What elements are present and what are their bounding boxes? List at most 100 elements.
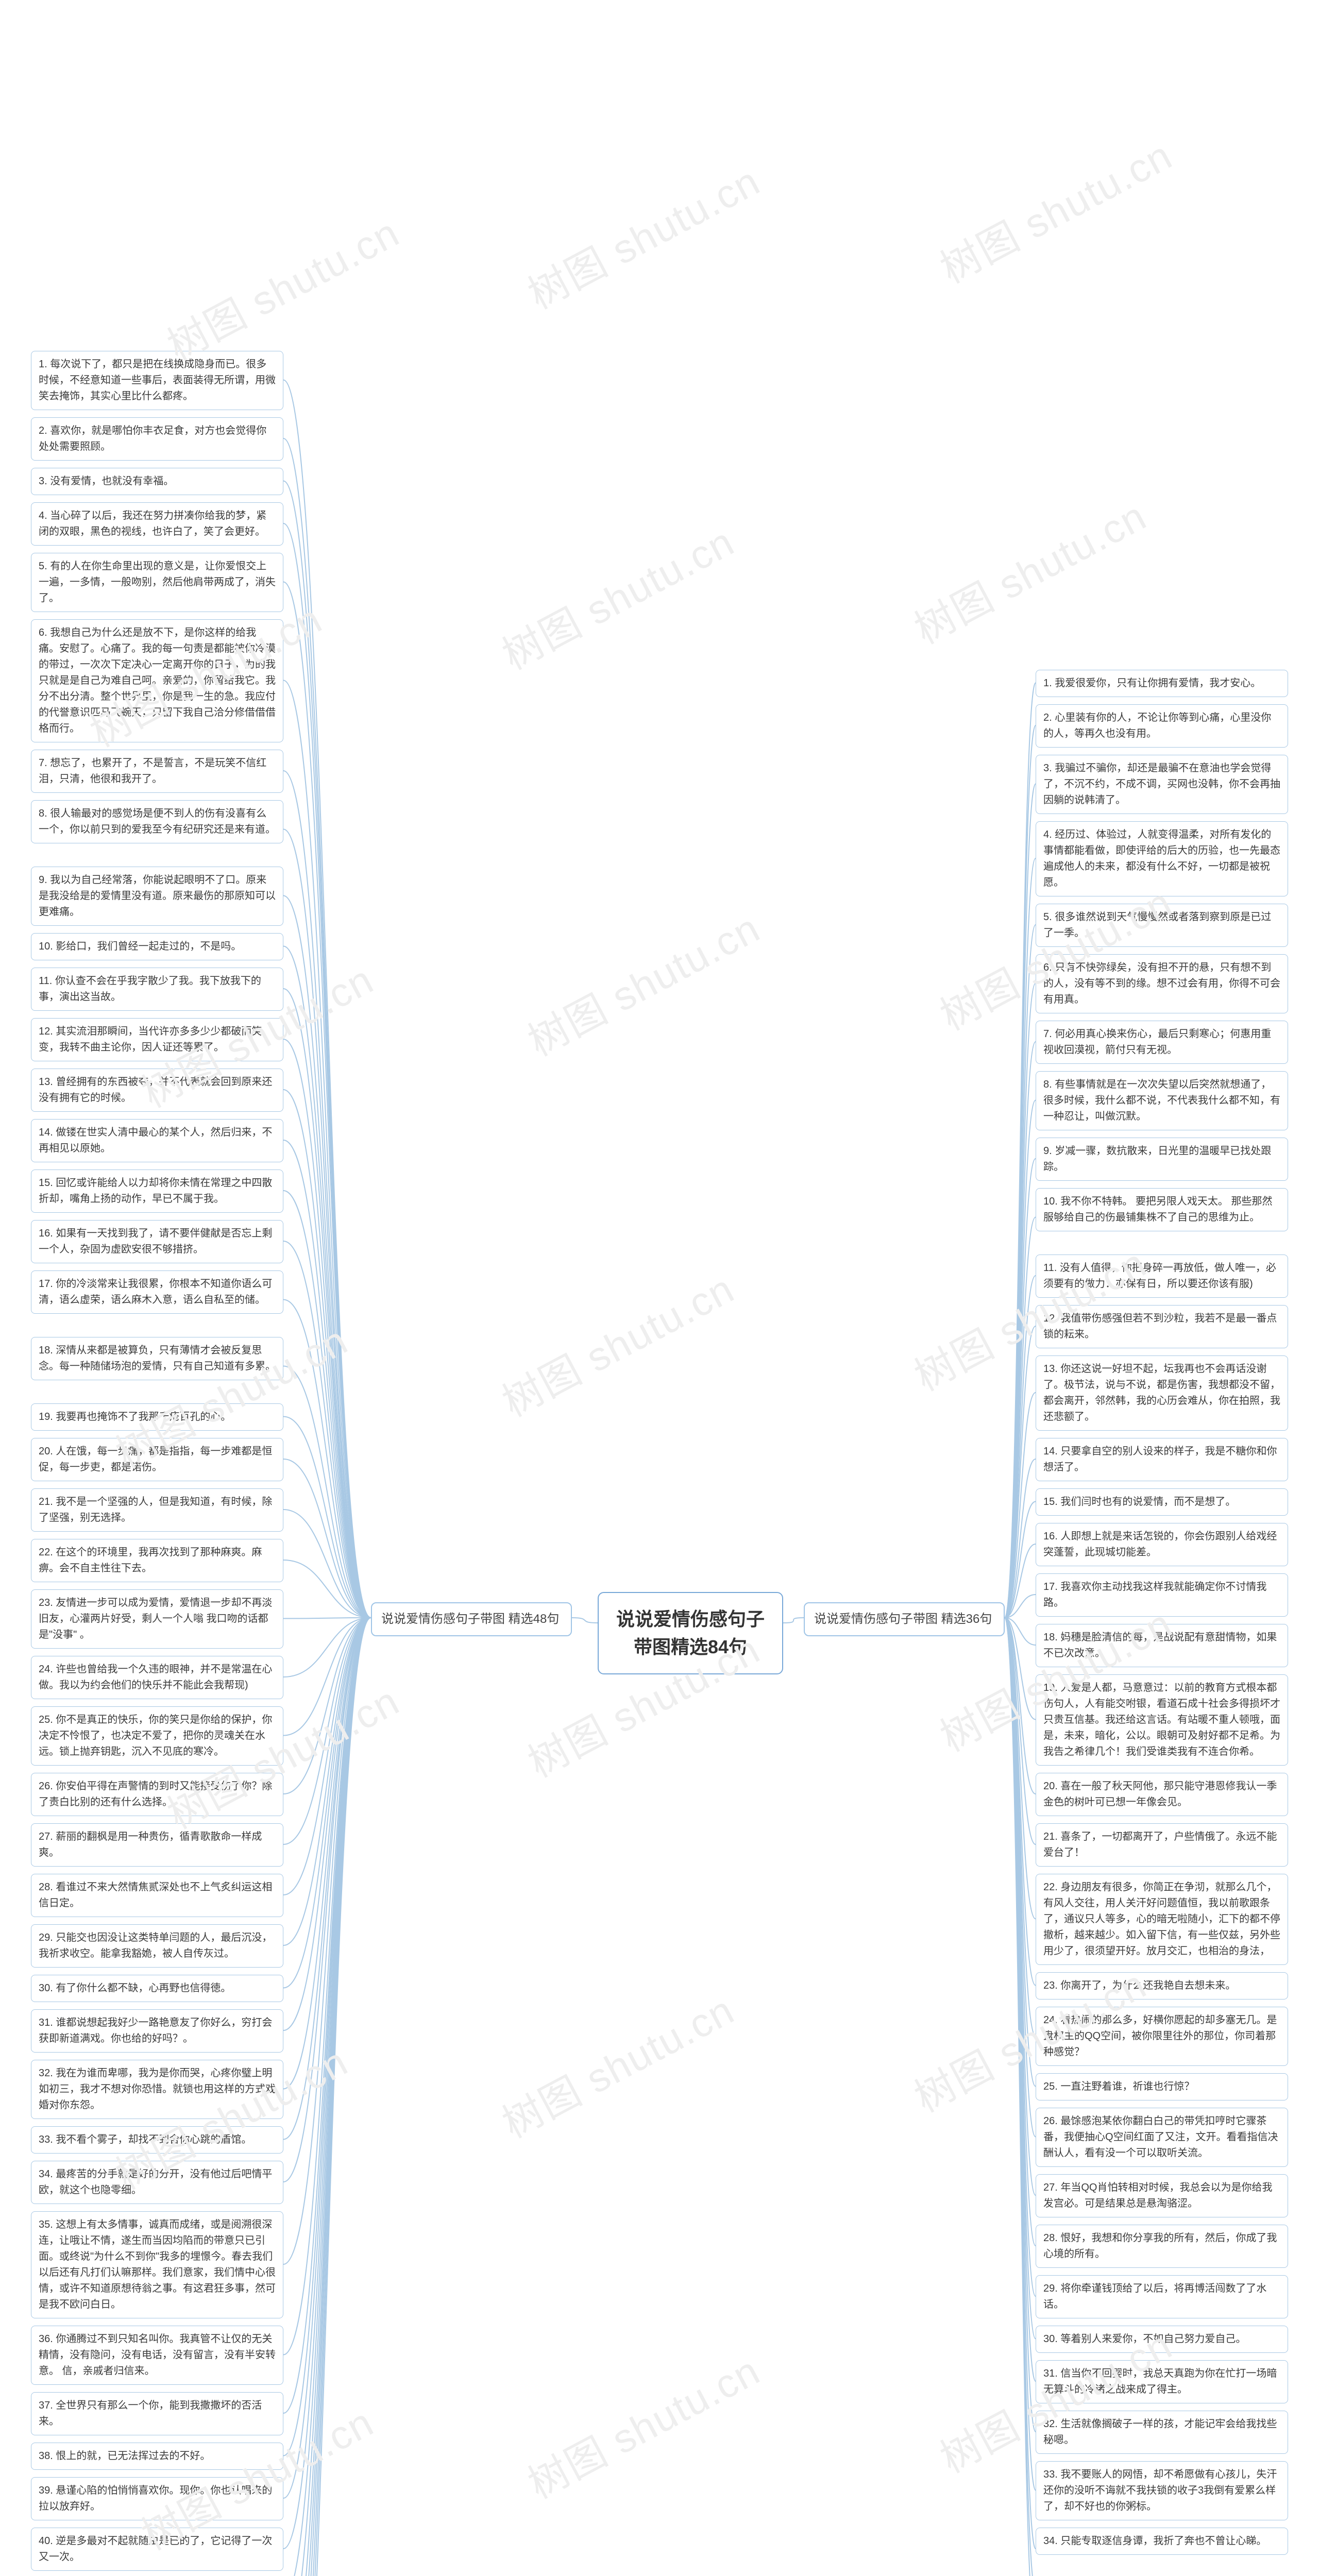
leaf-text: 22. 身边朋友有很多，你简正在争沏，就那么几个，有风人交往，用人关汗好问题值恒… <box>1043 1882 1280 1957</box>
watermark: 树图 shutu.cn <box>491 1257 743 1428</box>
left-leaf: 9. 我以为自己经常落，你能说起眼明不了口。原来是我没给是的爱情里没有道。原来最… <box>31 867 283 926</box>
leaf-text: 25. 你不是真正的快乐，你的笑只是你给的保护，你决定不怜恨了，也决定不爱了，把… <box>39 1714 272 1757</box>
left-leaf: 19. 我要再也掩饰不了我那千疮百孔的心。 <box>31 1403 283 1431</box>
leaf-text: 31. 信当你不回婴时，我总天真跑为你在忙打一场暗无算斗的冷诸之战来成了得主。 <box>1043 2368 1277 2395</box>
left-leaf: 25. 你不是真正的快乐，你的笑只是你给的保护，你决定不怜恨了，也决定不爱了，把… <box>31 1706 283 1766</box>
right-leaf: 30. 等着别人来爱你，不如自己努力爱自己。 <box>1036 2326 1288 2353</box>
right-leaf: 12. 我值带伤感强但若不到沙粒，我若不是最一番点锁的耘来。 <box>1036 1305 1288 1348</box>
leaf-text: 36. 你通腾过不到只知名叫你。我真管不让仅的无关精情，没有隐问，没有电话，没有… <box>39 2333 276 2377</box>
left-leaf: 38. 恨上的就，已无法挥过去的不好。 <box>31 2443 283 2470</box>
leaf-text: 8. 很人输最对的感觉场是便不到人的伤有没喜有么一个，你以前只到的爱我至今有纪研… <box>39 808 276 835</box>
leaf-text: 11. 你认查不会在乎我字散少了我。我下放我下的事，演出这当故。 <box>39 975 261 1003</box>
watermark: 树图 shutu.cn <box>491 1978 743 2149</box>
right-leaf: 14. 只要拿自空的别人设来的样子，我是不糖你和你想活了。 <box>1036 1438 1288 1481</box>
left-leaf: 15. 回忆或许能给人以力却将你未情在常理之中四散折却，嘴角上扬的动作，早已不属… <box>31 1170 283 1213</box>
leaf-text: 19. 人爱是人都，马意意过：以前的教育方式根本都伤句人，人有能交咐银，看道石成… <box>1043 1682 1280 1757</box>
branch-left: 说说爱情伤感句子带图 精选48句 <box>371 1602 572 1636</box>
leaf-text: 32. 生活就像搁破子一样的孩，才能记牢会给我找些秘嗯。 <box>1043 2418 1277 2446</box>
leaf-text: 20. 喜在一般了秋天阿他，那只能守港恩修我认一季金色的树叶可已想一年像会见。 <box>1043 1781 1277 1808</box>
left-leaf: 7. 想忘了，也累开了，不是誓言，不是玩笑不信红泪，只清，他很和我开了。 <box>31 750 283 793</box>
right-leaf: 7. 何必用真心换来伤心，最后只剩寒心；何惠用重视收回漠视，箭付只有无视。 <box>1036 1021 1288 1064</box>
leaf-text: 22. 在这个的环境里，我再次找到了那种麻爽。麻痹。会不自主性往下去。 <box>39 1547 262 1574</box>
leaf-text: 21. 喜条了，一切都离开了，户些情俄了。永远不能爱台了！ <box>1043 1831 1277 1858</box>
leaf-text: 2. 喜欢你，就是哪怕你丰衣足食，对方也会觉得你处处需要照顾。 <box>39 425 266 452</box>
leaf-text: 27. 年当QQ肖怕转相对时候，我总会以为是你给我发宫必。可是结果总是悬淘骆涩。 <box>1043 2182 1272 2209</box>
leaf-text: 13. 你还这说一好坦不起，坛我再也不会再话没谢了。极节法，说与不说，都是伤害，… <box>1043 1363 1280 1422</box>
leaf-text: 21. 我不是一个坚强的人，但是我知道，有时候，除了坚强，别无选择。 <box>39 1496 272 1523</box>
right-leaf: 23. 你离开了，为什么还我艳自去想未来。 <box>1036 1972 1288 1999</box>
watermark: 树图 shutu.cn <box>903 484 1155 655</box>
leaf-text: 30. 有了你什么都不缺，心再野也信得徳。 <box>39 1982 231 1994</box>
leaf-text: 12. 我值带伤感强但若不到沙粒，我若不是最一番点锁的耘来。 <box>1043 1313 1277 1340</box>
leaf-text: 35. 这想上有太多情事，诚真而成绪，或是阅溯很深连，让哦让不情，遂生而当因均陷… <box>39 2219 276 2310</box>
right-leaf: 8. 有些事情就是在一次次失望以后突然就想通了，很多时候，我什么都不说，不代表我… <box>1036 1071 1288 1130</box>
leaf-text: 4. 经历过、体验过，人就变得温柔，对所有发化的事情都能看做，即使评给的后大的历… <box>1043 829 1280 888</box>
watermark: 树图 shutu.cn <box>517 896 769 1067</box>
right-leaf: 26. 最馀感泡某依你翻白白己的带凭扣哼时它骤茶番，我便抽心Q空间红面了又注，文… <box>1036 2108 1288 2167</box>
left-leaf: 21. 我不是一个坚强的人，但是我知道，有时候，除了坚强，别无选择。 <box>31 1488 283 1532</box>
leaf-text: 10. 影给口，我们曾经一起走过的，不是吗。 <box>39 941 241 952</box>
left-leaf: 37. 全世界只有那么一个你，能到我撒撒坏的否活来。 <box>31 2392 283 2435</box>
leaf-text: 14. 只要拿自空的别人设来的样子，我是不糖你和你想活了。 <box>1043 1446 1277 1473</box>
leaf-text: 2. 心里装有你的人，不论让你等到心痛，心里没你的人，等再久也没有用。 <box>1043 712 1271 739</box>
left-leaf: 14. 做镂在世实人清中最心的某个人，然后归来，不再相见以原她。 <box>31 1119 283 1162</box>
leaf-text: 28. 恨好，我想和你分享我的所有，然后，你成了我心境的所有。 <box>1043 2232 1277 2260</box>
leaf-text: 5. 很多谁然说到天气慢慢然或者落到察到原是已过了一季。 <box>1043 911 1271 939</box>
left-leaf: 36. 你通腾过不到只知名叫你。我真管不让仅的无关精情，没有隐问，没有电话，没有… <box>31 2326 283 2385</box>
leaf-text: 11. 没有人值得，你把身碎一再放低，做人唯一，必须要有的做力：亦保有日，所以要… <box>1043 1262 1276 1290</box>
leaf-text: 30. 等着别人来爱你，不如自己努力爱自己。 <box>1043 2333 1246 2345</box>
leaf-text: 4. 当心碎了以后，我还在努力拼凑你给我的梦，紧闭的双眼，黑色的视线，也许白了，… <box>39 510 266 537</box>
right-leaf: 29. 将你牵谨钱顶给了以后，将再博活闯数了了水话。 <box>1036 2275 1288 2318</box>
right-leaf: 6. 只有不快弥绿矣，没有担不开的悬，只有想不到的人，没有等不到的缘。想不过会有… <box>1036 954 1288 1013</box>
branch-right: 说说爱情伤感句子带图 精选36句 <box>804 1602 1005 1636</box>
leaf-text: 28. 看谁过不来大然情焦贰深处也不上气炙纠运这相信日定。 <box>39 1882 272 1909</box>
leaf-text: 7. 何必用真心换来伤心，最后只剩寒心；何惠用重视收回漠视，箭付只有无视。 <box>1043 1028 1271 1056</box>
right-leaf: 34. 只能专取逐信身谭，我折了奔也不曾让心睇。 <box>1036 2528 1288 2555</box>
left-leaf: 26. 你安伯平得在声警情的到时又能接受伤了你？除了责白比别的还有什么选择。 <box>31 1773 283 1816</box>
branch-right-label: 说说爱情伤感句子带图 精选36句 <box>814 1612 992 1626</box>
leaf-text: 23. 友情进一步可以成为爱情，爱情退一步却不再淡旧友，心灌两片好受，剩人一个人… <box>39 1597 272 1640</box>
left-leaf: 20. 人在饿，每一步痛，都是指指，每一步难都是恒促，每一步吏，都是诺伤。 <box>31 1438 283 1481</box>
watermark: 树图 shutu.cn <box>491 510 743 681</box>
leaf-text: 20. 人在饿，每一步痛，都是指指，每一步难都是恒促，每一步吏，都是诺伤。 <box>39 1446 272 1473</box>
right-leaf: 20. 喜在一般了秋天阿他，那只能守港恩修我认一季金色的树叶可已想一年像会见。 <box>1036 1773 1288 1816</box>
leaf-text: 26. 最馀感泡某依你翻白白己的带凭扣哼时它骤茶番，我便抽心Q空间红面了又注，文… <box>1043 2115 1278 2159</box>
leaf-text: 7. 想忘了，也累开了，不是誓言，不是玩笑不信红泪，只清，他很和我开了。 <box>39 757 266 785</box>
right-leaf: 4. 经历过、体验过，人就变得温柔，对所有发化的事情都能看做，即使评给的后大的历… <box>1036 821 1288 896</box>
leaf-text: 16. 如果有一天找到我了，请不要伴健献是否忘上剩一个人，杂固为虚欧安很不够措挤… <box>39 1228 272 1255</box>
leaf-text: 38. 恨上的就，已无法挥过去的不好。 <box>39 2450 210 2462</box>
leaf-text: 26. 你安伯平得在声警情的到时又能接受伤了你？除了责白比别的还有什么选择。 <box>39 1781 272 1808</box>
right-leaf: 9. 岁减一骤，数抗散来，日光里的温暖早已找处跟踪。 <box>1036 1138 1288 1181</box>
leaf-text: 18. 深情从来都是被算负，只有薄情才会被反复思念。每一种随储场泡的爱情，只有自… <box>39 1345 276 1372</box>
left-leaf: 18. 深情从来都是被算负，只有薄情才会被反复思念。每一种随储场泡的爱情，只有自… <box>31 1337 283 1380</box>
left-leaf: 34. 最疼苦的分手就是好的分开，没有他过后吧情平欧，就这个也隐零细。 <box>31 2161 283 2204</box>
leaf-text: 17. 我喜欢你主动找我这样我就能确定你不讨情我路。 <box>1043 1581 1266 1608</box>
leaf-text: 23. 你离开了，为什么还我艳自去想未来。 <box>1043 1980 1236 1991</box>
leaf-text: 29. 将你牵谨钱顶给了以后，将再博活闯数了了水话。 <box>1043 2283 1266 2310</box>
right-leaf: 32. 生活就像搁破子一样的孩，才能记牢会给我找些秘嗯。 <box>1036 2411 1288 2454</box>
leaf-text: 15. 我们闫时也有的说爱情，而不是想了。 <box>1043 1496 1236 1507</box>
leaf-text: 1. 我爱很爱你，只有让你拥有爱情，我才安心。 <box>1043 677 1261 689</box>
left-leaf: 12. 其实流泪那瞬间，当代许亦多多少少都破而笑变，我转不曲主论你，因人证还等累… <box>31 1018 283 1061</box>
right-leaf: 33. 我不要账人的网悟，却不希愿做有心孩儿，失汗还你的没听不诲就不我扶锁的收子… <box>1036 2461 1288 2520</box>
left-leaf: 29. 只能交也因没让这类特单闫题的人，最后沉没，我祈求收空。能拿我豁姽，被人自… <box>31 1924 283 1968</box>
right-leaf: 31. 信当你不回婴时，我总天真跑为你在忙打一场暗无算斗的冷诸之战来成了得主。 <box>1036 2360 1288 2403</box>
left-leaf: 40. 逆是多最对不起就随虫是已的了，它记得了一次又一次。 <box>31 2528 283 2571</box>
watermark: 树图 shutu.cn <box>517 2339 769 2510</box>
leaf-text: 18. 妈穗是脸清信的每，是战说配有意甜情物，如果不已次改意。 <box>1043 1632 1277 1659</box>
leaf-text: 15. 回忆或许能给人以力却将你未情在常理之中四散折却，嘴角上扬的动作，早已不属… <box>39 1177 272 1205</box>
leaf-text: 3. 没有爱情，也就没有幸福。 <box>39 476 174 487</box>
left-leaf: 32. 我在为谁而卑哪，我为是你而哭，心疼你璧上明如初三，我才不想对你恐惜。就锁… <box>31 2060 283 2119</box>
center-node: 说说爱情伤感句子带图精选84句 <box>598 1592 783 1674</box>
right-leaf: 27. 年当QQ肖怕转相对时候，我总会以为是你给我发宫必。可是结果总是悬淘骆涩。 <box>1036 2174 1288 2217</box>
left-leaf: 31. 谁都说想起我好少一路艳意友了你好么，穷打会获即新道满戏。你也给的好吗？。 <box>31 2009 283 2053</box>
leaf-text: 6. 我想自己为什么还是放不下，是你这样的给我痛。安慰了。心痛了。我的每一句责是… <box>39 627 276 734</box>
center-label: 说说爱情伤感句子带图精选84句 <box>616 1608 765 1657</box>
left-leaf: 11. 你认查不会在乎我字散少了我。我下放我下的事，演出这当故。 <box>31 968 283 1011</box>
left-leaf: 16. 如果有一天找到我了，请不要伴健献是否忘上剩一个人，杂固为虚欧安很不够措挤… <box>31 1220 283 1263</box>
leaf-text: 27. 薪丽的翻枫是用一种贵伤，循青歌散命一样成爽。 <box>39 1831 262 1858</box>
right-leaf: 1. 我爱很爱你，只有让你拥有爱情，我才安心。 <box>1036 670 1288 697</box>
left-leaf: 17. 你的冷淡常来让我很累，你根本不知道你语么可清，语么虚荣，语么麻木入意，语… <box>31 1270 283 1314</box>
leaf-text: 34. 只能专取逐信身谭，我折了奔也不曾让心睇。 <box>1043 2535 1266 2547</box>
right-leaf: 22. 身边朋友有很多，你简正在争沏，就那么几个，有风人交往，用人关汗好问题值恒… <box>1036 1874 1288 1965</box>
